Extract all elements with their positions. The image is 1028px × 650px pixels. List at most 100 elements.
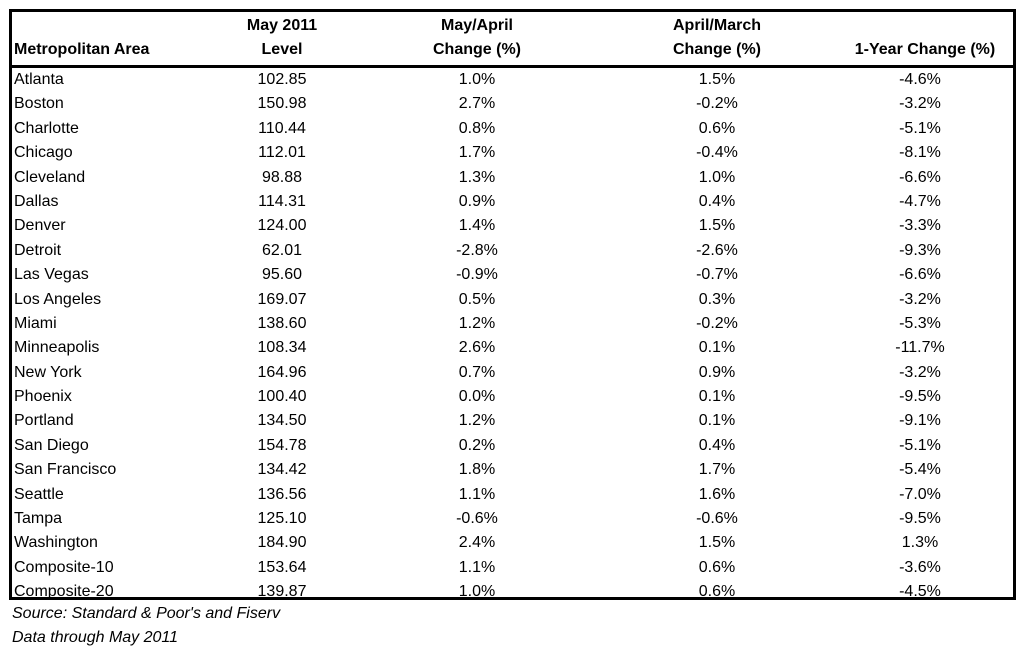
cell-one-year-change: -6.6% bbox=[899, 168, 941, 186]
data-table: Metropolitan Area May 2011 Level May/Apr… bbox=[9, 9, 1016, 600]
table-row: Washington 184.90 2.4% 1.5% 1.3% bbox=[12, 531, 1013, 555]
table-row: Chicago 112.01 1.7% -0.4% -8.1% bbox=[12, 141, 1013, 165]
cell-one-year-change: -8.1% bbox=[899, 144, 941, 162]
cell-may-april-change: 0.0% bbox=[458, 388, 496, 406]
cell-level: 108.34 bbox=[257, 339, 307, 357]
cell-one-year-change: -9.1% bbox=[899, 412, 941, 430]
cell-level: 169.07 bbox=[257, 290, 307, 308]
cell-one-year-change: -5.1% bbox=[899, 119, 941, 137]
cell-one-year-change: -3.2% bbox=[899, 290, 941, 308]
table-row: Cleveland 98.88 1.3% 1.0% -6.6% bbox=[12, 166, 1013, 190]
cell-level: 100.40 bbox=[257, 388, 307, 406]
table-row: Seattle 136.56 1.1% 1.6% -7.0% bbox=[12, 483, 1013, 507]
table-row: Minneapolis 108.34 2.6% 0.1% -11.7% bbox=[12, 336, 1013, 360]
cell-one-year-change: -4.5% bbox=[899, 583, 941, 601]
cell-metropolitan-area: Composite-10 bbox=[14, 558, 114, 576]
table-row: San Diego 154.78 0.2% 0.4% -5.1% bbox=[12, 434, 1013, 458]
cell-april-march-change: 0.6% bbox=[698, 583, 736, 601]
cell-may-april-change: 0.9% bbox=[458, 192, 496, 210]
table-row: Dallas 114.31 0.9% 0.4% -4.7% bbox=[12, 190, 1013, 214]
table-header: Metropolitan Area May 2011 Level May/Apr… bbox=[12, 12, 1013, 68]
cell-one-year-change: -5.3% bbox=[899, 314, 941, 332]
cell-may-april-change: 2.6% bbox=[458, 339, 496, 357]
cell-one-year-change: -7.0% bbox=[899, 485, 941, 503]
cell-one-year-change: -4.7% bbox=[899, 192, 941, 210]
cell-one-year-change: -9.5% bbox=[899, 388, 941, 406]
cell-one-year-change: -5.1% bbox=[899, 436, 941, 454]
header-level-line2: Level bbox=[261, 41, 303, 58]
cell-april-march-change: 0.3% bbox=[698, 290, 736, 308]
cell-may-april-change: 1.2% bbox=[458, 412, 496, 430]
cell-one-year-change: -3.2% bbox=[899, 363, 941, 381]
cell-level: 124.00 bbox=[257, 217, 307, 235]
cell-level: 114.31 bbox=[258, 192, 306, 210]
cell-level: 102.85 bbox=[257, 71, 307, 88]
cell-one-year-change: -9.3% bbox=[899, 241, 941, 259]
header-aprmar-line1: April/March bbox=[672, 17, 761, 34]
table-body: Atlanta 102.85 1.0% 1.5% -4.6% Boston 150.98 2.… bbox=[12, 68, 1013, 605]
cell-april-march-change: 0.1% bbox=[698, 339, 736, 357]
cell-metropolitan-area: Denver bbox=[14, 217, 66, 235]
data-through-note: Data through May 2011 bbox=[12, 629, 179, 646]
cell-metropolitan-area: Miami bbox=[14, 314, 57, 332]
cell-level: 98.88 bbox=[261, 168, 303, 186]
cell-may-april-change: 1.1% bbox=[458, 558, 496, 576]
cell-april-march-change: 1.5% bbox=[698, 71, 736, 88]
table-row: Las Vegas 95.60 -0.9% -0.7% -6.6% bbox=[12, 263, 1013, 287]
cell-level: 134.50 bbox=[257, 412, 307, 430]
cell-may-april-change: -0.9% bbox=[456, 266, 498, 284]
cell-april-march-change: 0.1% bbox=[698, 388, 736, 406]
cell-one-year-change: -9.5% bbox=[899, 510, 941, 528]
cell-metropolitan-area: Chicago bbox=[14, 144, 73, 162]
table-row: Miami 138.60 1.2% -0.2% -5.3% bbox=[12, 312, 1013, 336]
cell-one-year-change: -11.7% bbox=[895, 339, 945, 357]
cell-april-march-change: 0.4% bbox=[698, 436, 736, 454]
table-notes: Source: Standard & Poor's and Fiserv Dat… bbox=[12, 602, 280, 650]
header-metropolitan-area: Metropolitan Area bbox=[14, 41, 150, 58]
cell-metropolitan-area: Detroit bbox=[14, 241, 62, 259]
table-row: Tampa 125.10 -0.6% -0.6% -9.5% bbox=[12, 507, 1013, 531]
cell-one-year-change: 1.3% bbox=[901, 534, 939, 552]
cell-level: 125.10 bbox=[257, 510, 307, 528]
cell-may-april-change: 2.4% bbox=[458, 534, 496, 552]
cell-april-march-change: 1.6% bbox=[698, 485, 736, 503]
cell-metropolitan-area: Charlotte bbox=[14, 119, 79, 137]
cell-may-april-change: 0.2% bbox=[458, 436, 496, 454]
cell-may-april-change: 0.8% bbox=[458, 119, 496, 137]
cell-april-march-change: -0.7% bbox=[696, 266, 738, 284]
cell-april-march-change: 0.1% bbox=[698, 412, 736, 430]
table-row: Phoenix 100.40 0.0% 0.1% -9.5% bbox=[12, 385, 1013, 409]
cell-level: 112.01 bbox=[258, 144, 306, 162]
source-note: Source: Standard & Poor's and Fiserv bbox=[12, 605, 281, 622]
cell-level: 138.60 bbox=[257, 314, 307, 332]
header-mayapr-line1: May/April bbox=[440, 17, 513, 34]
cell-one-year-change: -6.6% bbox=[899, 266, 941, 284]
cell-may-april-change: 2.7% bbox=[458, 95, 496, 113]
cell-april-march-change: 1.0% bbox=[698, 168, 736, 186]
header-one-year-change: 1-Year Change (%) bbox=[854, 41, 996, 58]
cell-metropolitan-area: New York bbox=[14, 363, 82, 381]
cell-metropolitan-area: Cleveland bbox=[14, 168, 86, 186]
table-row: Charlotte 110.44 0.8% 0.6% -5.1% bbox=[12, 117, 1013, 141]
cell-level: 153.64 bbox=[257, 558, 307, 576]
cell-may-april-change: -0.6% bbox=[456, 510, 498, 528]
table-row: San Francisco 134.42 1.8% 1.7% -5.4% bbox=[12, 458, 1013, 482]
cell-may-april-change: 1.8% bbox=[458, 461, 496, 479]
cell-metropolitan-area: Washington bbox=[14, 534, 98, 552]
cell-may-april-change: 1.4% bbox=[458, 217, 496, 235]
cell-may-april-change: 1.7% bbox=[458, 144, 496, 162]
table-row: Atlanta 102.85 1.0% 1.5% -4.6% bbox=[12, 68, 1013, 92]
cell-metropolitan-area: Boston bbox=[14, 95, 64, 113]
cell-april-march-change: -0.4% bbox=[696, 144, 738, 162]
header-mayapr-line2: Change (%) bbox=[433, 41, 521, 58]
cell-metropolitan-area: Las Vegas bbox=[14, 266, 89, 284]
table-row: Composite-20 139.87 1.0% 0.6% -4.5% bbox=[12, 580, 1013, 604]
cell-april-march-change: 0.9% bbox=[698, 363, 736, 381]
cell-april-march-change: 0.4% bbox=[698, 192, 736, 210]
cell-metropolitan-area: San Francisco bbox=[14, 461, 117, 479]
cell-level: 134.42 bbox=[257, 461, 307, 479]
table-row: Portland 134.50 1.2% 0.1% -9.1% bbox=[12, 409, 1013, 433]
table-row: Composite-10 153.64 1.1% 0.6% -3.6% bbox=[12, 556, 1013, 580]
cell-may-april-change: 0.7% bbox=[458, 363, 496, 381]
cell-one-year-change: -3.2% bbox=[899, 95, 941, 113]
